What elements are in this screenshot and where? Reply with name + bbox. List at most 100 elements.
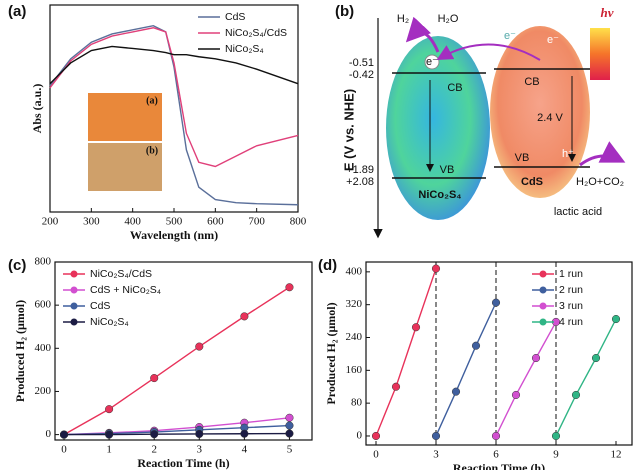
panel-b: (b) E (V vs. NHE) -0.51 -0.42 +1.89 +2.0… — [335, 3, 626, 239]
x-tick-label: 6 — [493, 449, 499, 461]
series-line — [435, 302, 497, 437]
y-axis-label: Abs (a.u.) — [30, 84, 44, 134]
series-line — [63, 286, 290, 436]
electron-label: e⁻ — [504, 30, 516, 42]
series-line — [64, 432, 290, 436]
x-axis-label: Wavelength (nm) — [130, 228, 218, 242]
marker — [551, 431, 561, 441]
marker — [240, 429, 249, 438]
x-axis-label: Reaction Time (h) — [453, 461, 545, 470]
x-tick-label: 500 — [166, 216, 183, 228]
level: +2.08 — [346, 176, 374, 188]
inset-label: (a) — [146, 95, 158, 106]
x-tick-label: 3 — [433, 449, 439, 461]
nico2s4-particle — [386, 36, 490, 220]
legend-marker — [70, 302, 78, 310]
inset-photo — [88, 143, 162, 191]
marker — [285, 421, 294, 430]
x-tick-label: 0 — [61, 444, 67, 456]
x-tick-label: 700 — [248, 216, 265, 228]
marker — [391, 382, 401, 391]
x-tick-label: 12 — [611, 449, 622, 461]
marker — [59, 430, 69, 439]
x-tick-label: 2 — [151, 444, 157, 456]
plot-frame — [365, 261, 633, 446]
x-tick-label: 400 — [124, 216, 141, 228]
electron-label: e⁻ — [547, 34, 559, 46]
agent: lactic acid — [554, 206, 602, 218]
marker — [451, 387, 461, 396]
y-tick-label: 200 — [35, 385, 52, 397]
light — [590, 28, 610, 80]
legend-marker — [539, 318, 547, 326]
series-line — [495, 321, 557, 437]
y-axis-label: Produced H₂ (μmol) — [13, 300, 27, 402]
product: H₂O — [438, 13, 459, 25]
level: -0.42 — [349, 69, 374, 81]
inset-label: (b) — [146, 145, 158, 156]
x-tick-label: 5 — [287, 444, 293, 456]
x-axis-label: Reaction Time (h) — [137, 456, 229, 470]
legend-label: CdS — [90, 300, 110, 312]
material: NiCo₂S₄ — [418, 189, 461, 201]
marker — [105, 405, 114, 414]
level: +1.89 — [346, 164, 374, 176]
series-line — [64, 424, 290, 436]
legend-label: 3 run — [559, 300, 583, 312]
marker — [150, 374, 159, 383]
marker — [285, 283, 294, 292]
electron-label: e⁻ — [426, 56, 438, 68]
hole-label: h⁺ — [562, 148, 574, 160]
plot-frame — [54, 261, 313, 441]
transfer-arrow — [436, 43, 541, 61]
legend-label: 4 run — [559, 316, 583, 328]
gap-label: 2.4 V — [537, 112, 563, 124]
y-tick-label: 80 — [351, 397, 363, 409]
marker — [571, 390, 581, 399]
x-tick-label: 200 — [42, 216, 59, 228]
x-tick-label: 1 — [106, 444, 112, 456]
product: H₂ — [397, 13, 409, 25]
legend-marker — [539, 302, 547, 310]
marker — [531, 353, 541, 363]
legend-marker — [70, 318, 78, 326]
marker — [195, 342, 204, 351]
marker — [431, 431, 441, 441]
series-line — [555, 318, 617, 437]
panel-label: (d) — [318, 257, 337, 274]
y-tick-label: 600 — [35, 299, 52, 311]
legend-marker — [539, 270, 547, 278]
x-tick-label: 600 — [207, 216, 224, 228]
marker — [591, 353, 601, 363]
series-line — [49, 27, 299, 168]
marker — [195, 429, 204, 439]
marker — [150, 430, 159, 439]
series-line — [49, 45, 299, 85]
legend-label: NiCo₂S₄/CdS — [225, 27, 287, 39]
legend-label: NiCo₂S₄ — [225, 43, 264, 55]
y-axis-label: Produced H₂ (μmol) — [324, 302, 338, 404]
inset-photo — [88, 93, 162, 141]
legend-marker — [70, 270, 78, 278]
marker — [491, 431, 501, 441]
y-tick-label: 0 — [46, 428, 52, 440]
product: H₂O+CO₂ — [576, 176, 624, 188]
y-tick-label: 400 — [346, 265, 363, 277]
axis-label: E (V vs. NHE) — [341, 89, 356, 171]
x-tick-label: 800 — [290, 216, 307, 228]
cb-label: CB — [447, 82, 462, 94]
cb-label: CB — [524, 76, 539, 88]
reduction-arrow — [405, 16, 440, 53]
marker — [511, 390, 521, 399]
y-tick-label: 0 — [357, 430, 363, 442]
legend-label: CdS — [225, 11, 245, 23]
marker — [285, 413, 294, 422]
y-tick-label: 800 — [35, 256, 52, 268]
marker — [611, 314, 621, 324]
marker — [471, 341, 481, 350]
vb-label: VB — [515, 152, 530, 164]
electron — [424, 54, 440, 70]
marker — [105, 430, 114, 439]
marker — [431, 264, 441, 273]
